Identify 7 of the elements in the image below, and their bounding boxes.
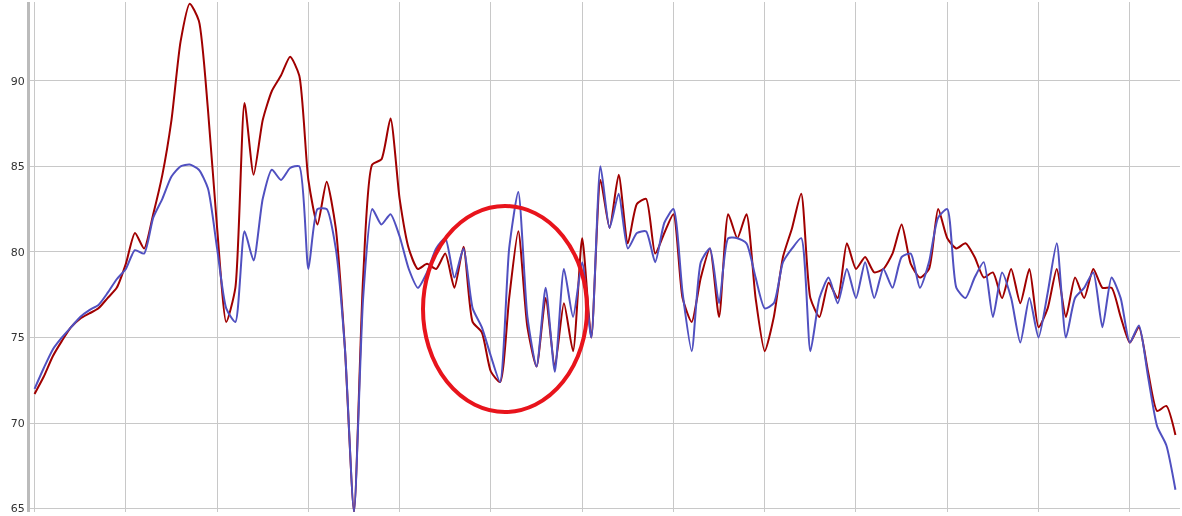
y-tick-label: 70 (10, 416, 25, 430)
y-tick-label: 90 (10, 74, 25, 88)
y-tick-label: 75 (10, 331, 25, 345)
y-tick-label: 65 (10, 502, 25, 516)
y-tick-label: 85 (10, 160, 25, 174)
line-series (33, 163, 1177, 512)
y-tick-label: 80 (10, 245, 25, 259)
